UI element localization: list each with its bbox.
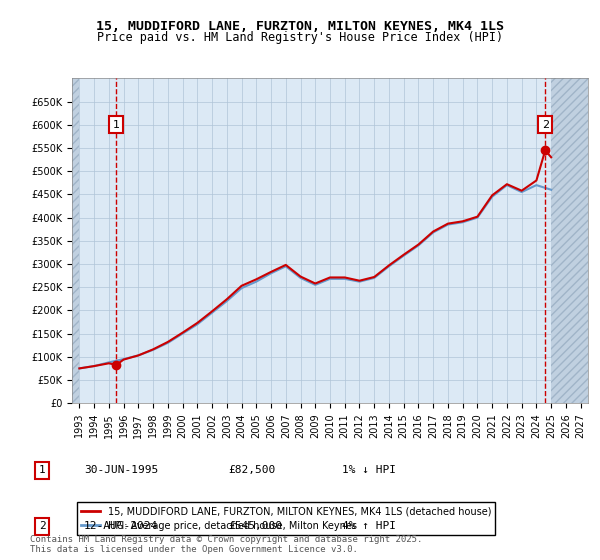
Text: £545,000: £545,000	[228, 521, 282, 531]
Bar	[72, 78, 79, 403]
Text: 30-JUN-1995: 30-JUN-1995	[84, 465, 158, 475]
Bar	[551, 78, 588, 403]
Text: 12-AUG-2024: 12-AUG-2024	[84, 521, 158, 531]
Text: 1% ↓ HPI: 1% ↓ HPI	[342, 465, 396, 475]
Text: Price paid vs. HM Land Registry's House Price Index (HPI): Price paid vs. HM Land Registry's House …	[97, 31, 503, 44]
Text: 15, MUDDIFORD LANE, FURZTON, MILTON KEYNES, MK4 1LS: 15, MUDDIFORD LANE, FURZTON, MILTON KEYN…	[96, 20, 504, 32]
Text: 1: 1	[113, 120, 120, 130]
Text: Contains HM Land Registry data © Crown copyright and database right 2025.
This d: Contains HM Land Registry data © Crown c…	[30, 535, 422, 554]
Text: 2: 2	[38, 521, 46, 531]
Legend: 15, MUDDIFORD LANE, FURZTON, MILTON KEYNES, MK4 1LS (detached house), HPI: Avera: 15, MUDDIFORD LANE, FURZTON, MILTON KEYN…	[77, 502, 496, 535]
Text: £82,500: £82,500	[228, 465, 275, 475]
Text: 4% ↑ HPI: 4% ↑ HPI	[342, 521, 396, 531]
Text: 1: 1	[38, 465, 46, 475]
Text: 2: 2	[542, 120, 549, 130]
